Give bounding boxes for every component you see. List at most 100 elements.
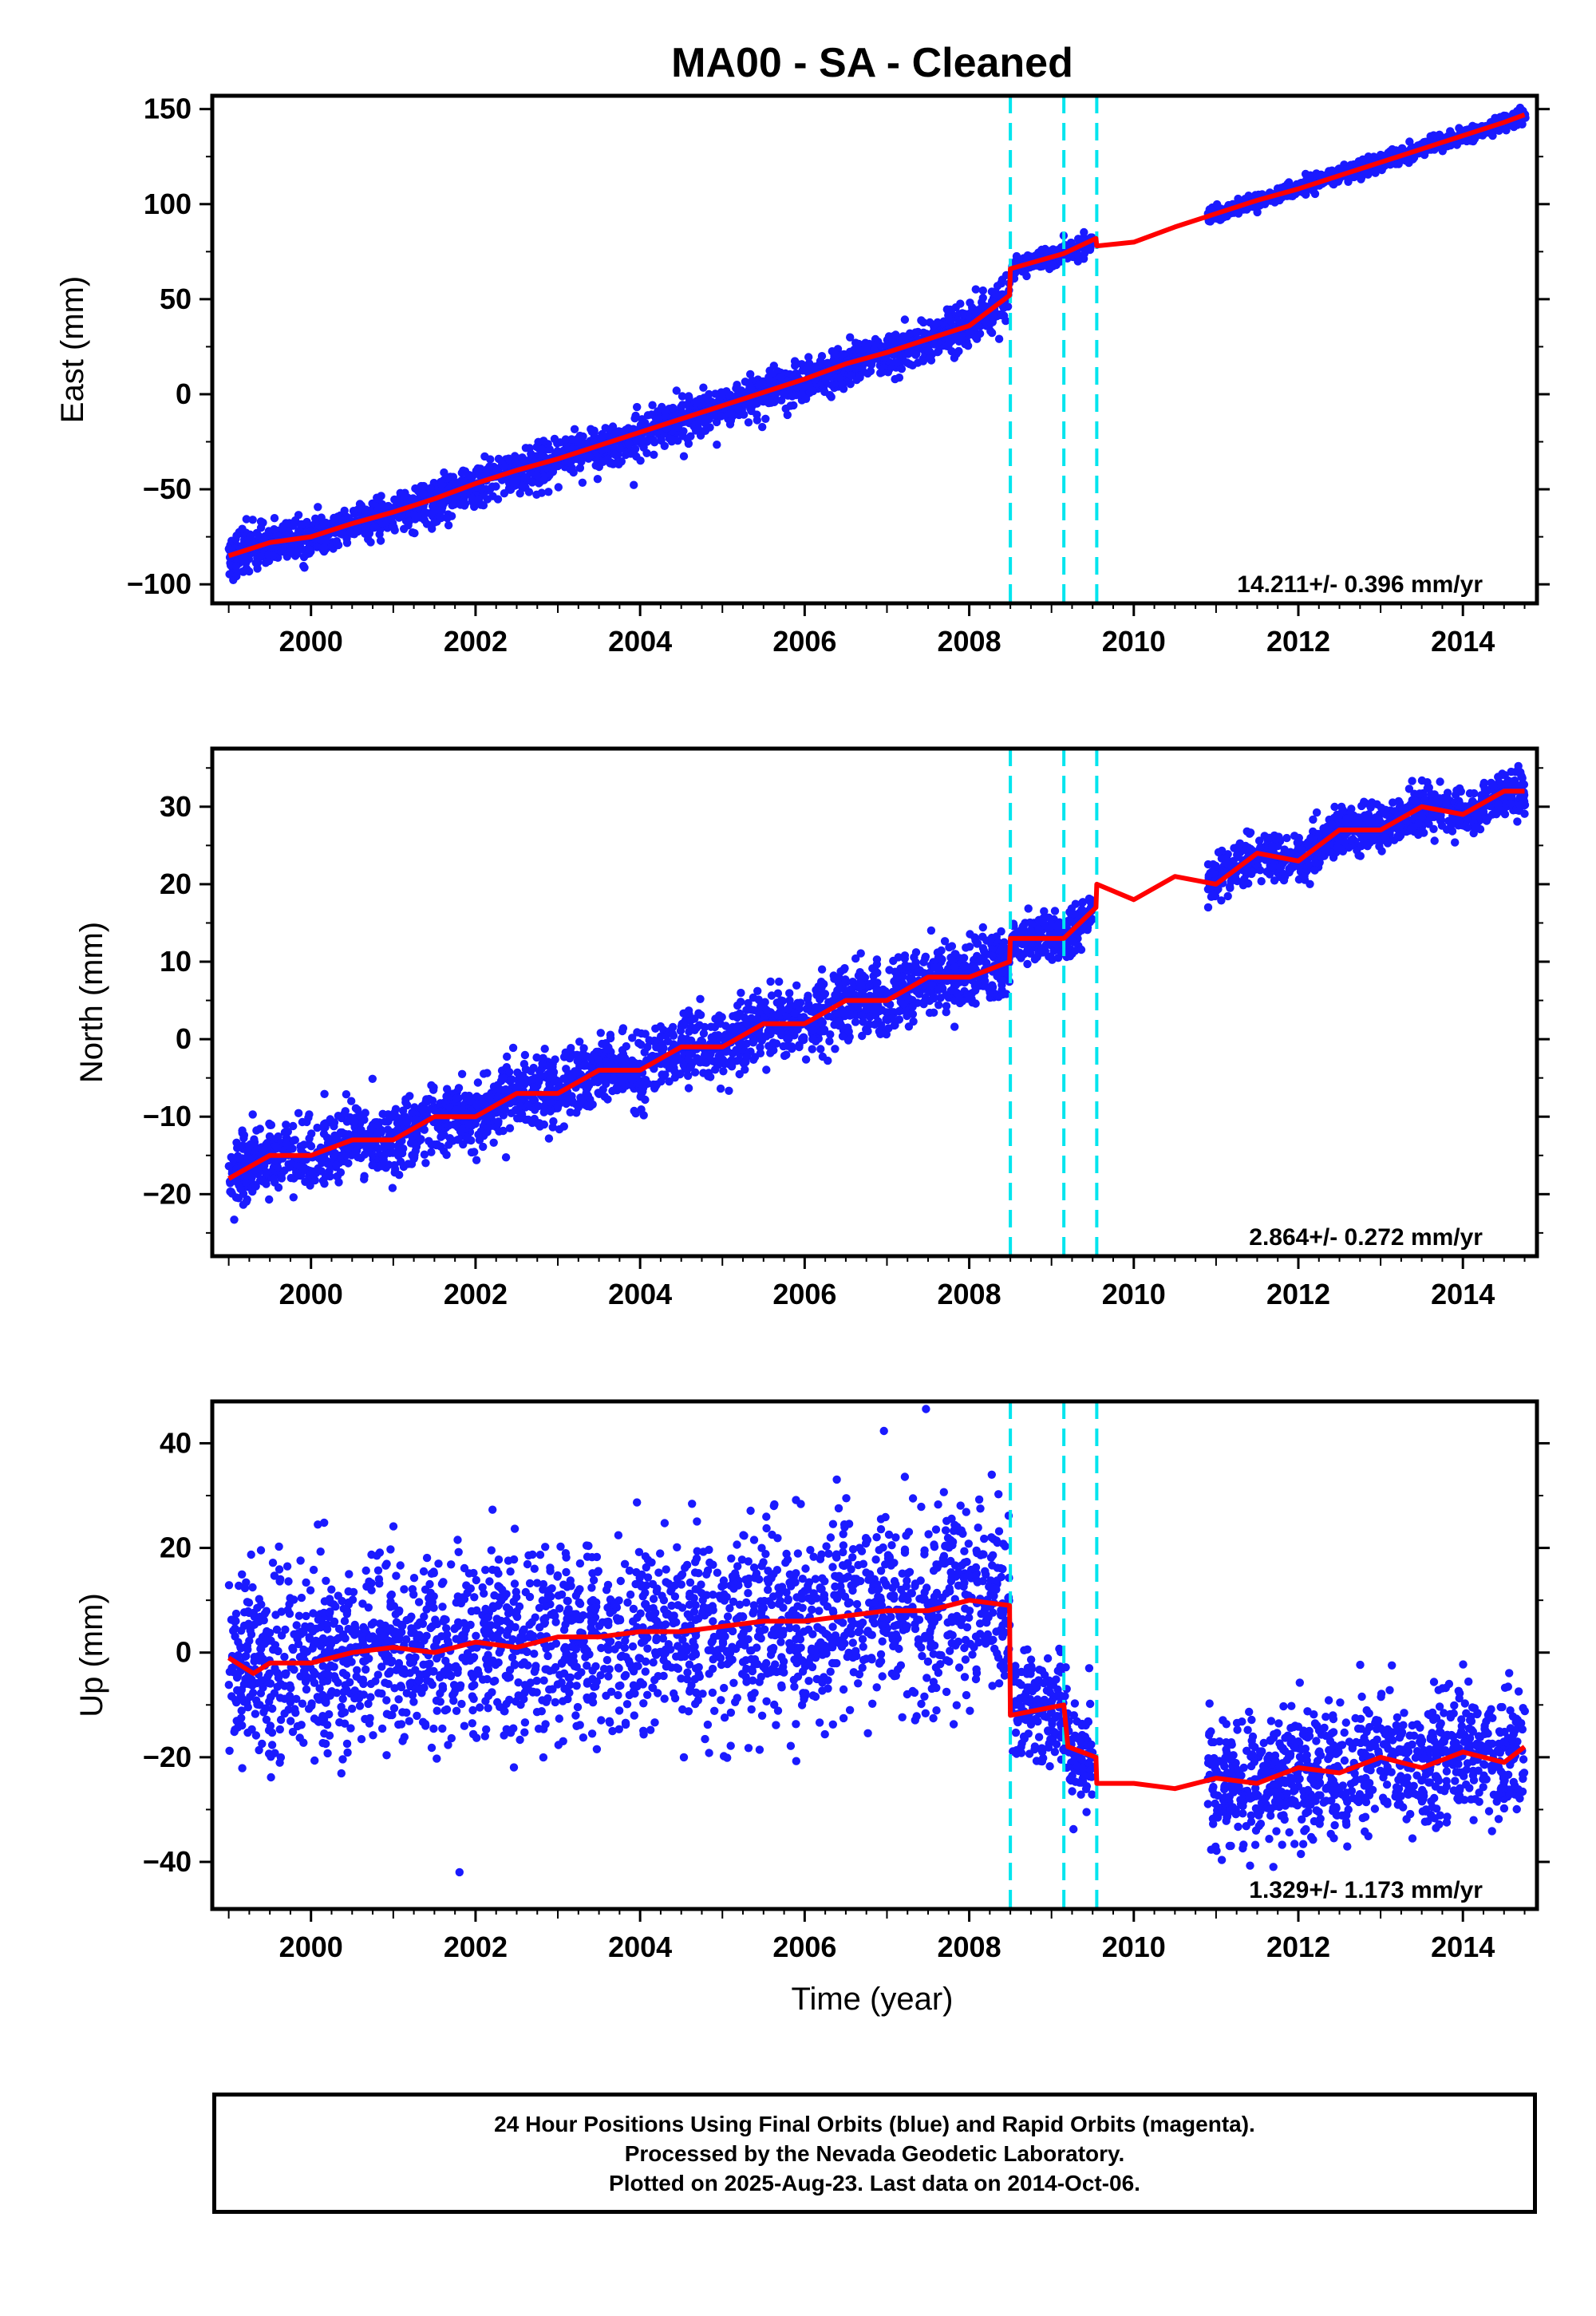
data-point [330, 513, 338, 523]
data-point [876, 369, 885, 377]
data-point [544, 488, 553, 496]
data-point [483, 1069, 492, 1077]
data-point [773, 989, 783, 998]
data-point [624, 440, 634, 449]
data-point [679, 1021, 689, 1030]
x-tick-label: 2000 [279, 625, 343, 658]
data-point [251, 559, 260, 567]
data-point [322, 536, 330, 545]
data-point [837, 379, 847, 388]
data-point [320, 543, 329, 552]
data-point [1234, 209, 1243, 218]
data-point [473, 1078, 483, 1087]
data-point [610, 450, 619, 459]
data-point [421, 1159, 430, 1168]
data-point [369, 524, 378, 532]
data-point [830, 348, 839, 357]
data-point [662, 413, 670, 422]
data-point [684, 392, 693, 401]
data-point [277, 547, 286, 556]
data-point [788, 392, 796, 401]
data-point [302, 1117, 311, 1127]
chart-title: MA00 - SA - Cleaned [671, 40, 1073, 86]
data-point [831, 1045, 839, 1053]
data-point [786, 401, 795, 410]
data-point [593, 475, 602, 484]
data-point [391, 1105, 401, 1113]
data-point [638, 436, 647, 445]
data-point [733, 381, 741, 389]
data-point [665, 434, 674, 443]
data-point [574, 1068, 583, 1077]
data-point [554, 483, 563, 492]
data-point [396, 1157, 405, 1166]
data-point [584, 1081, 594, 1090]
data-point [457, 476, 466, 485]
data-point [492, 465, 501, 474]
data-point [804, 353, 813, 362]
data-point [950, 354, 959, 362]
data-point [338, 516, 347, 525]
data-point [526, 468, 535, 477]
data-point [766, 977, 775, 986]
data-point [1216, 215, 1226, 224]
data-point [694, 417, 703, 427]
data-point [544, 1134, 554, 1143]
data-point [279, 522, 287, 531]
data-point [621, 450, 630, 460]
data-point [267, 1120, 276, 1129]
data-point [527, 478, 537, 487]
data-point [884, 332, 894, 341]
y-tick-label: 150 [144, 93, 192, 125]
data-point [346, 528, 355, 537]
data-point [693, 424, 703, 433]
data-point [846, 333, 855, 342]
observation-points [224, 761, 1530, 1224]
data-point [420, 1125, 429, 1134]
data-point [612, 458, 621, 468]
data-point [816, 357, 825, 366]
data-point [888, 338, 897, 347]
data-point [598, 457, 607, 466]
data-point [855, 373, 864, 382]
data-point [561, 435, 571, 444]
data-point [895, 373, 904, 382]
data-point [739, 410, 749, 419]
data-point [579, 432, 587, 441]
data-point [877, 1021, 886, 1030]
data-point [824, 372, 833, 381]
data-point [443, 514, 452, 523]
data-point [978, 923, 988, 932]
data-point [238, 524, 247, 533]
data-point [1001, 316, 1010, 326]
data-point [519, 481, 527, 490]
data-point [468, 496, 477, 504]
data-point [342, 534, 351, 543]
data-point [767, 991, 776, 1000]
data-point [305, 545, 314, 554]
data-point [426, 484, 435, 492]
data-point [388, 1113, 397, 1122]
data-point [567, 435, 576, 444]
data-point [1302, 190, 1310, 199]
data-point [791, 362, 800, 370]
data-point [994, 334, 1004, 343]
data-point [597, 445, 606, 455]
data-point [957, 334, 966, 342]
data-point [838, 350, 847, 359]
data-point [225, 570, 234, 579]
data-point [756, 1049, 765, 1058]
data-point [650, 450, 658, 459]
data-point [289, 1193, 298, 1202]
data-point [769, 362, 778, 370]
data-point [265, 1195, 274, 1204]
data-point [552, 448, 561, 457]
data-point [971, 285, 981, 294]
data-point [810, 362, 819, 371]
data-point [404, 521, 413, 530]
data-point [319, 519, 329, 528]
data-point [306, 1181, 314, 1190]
x-tick-label: 2010 [1102, 625, 1166, 658]
data-point [996, 290, 1005, 299]
data-point [248, 516, 257, 524]
